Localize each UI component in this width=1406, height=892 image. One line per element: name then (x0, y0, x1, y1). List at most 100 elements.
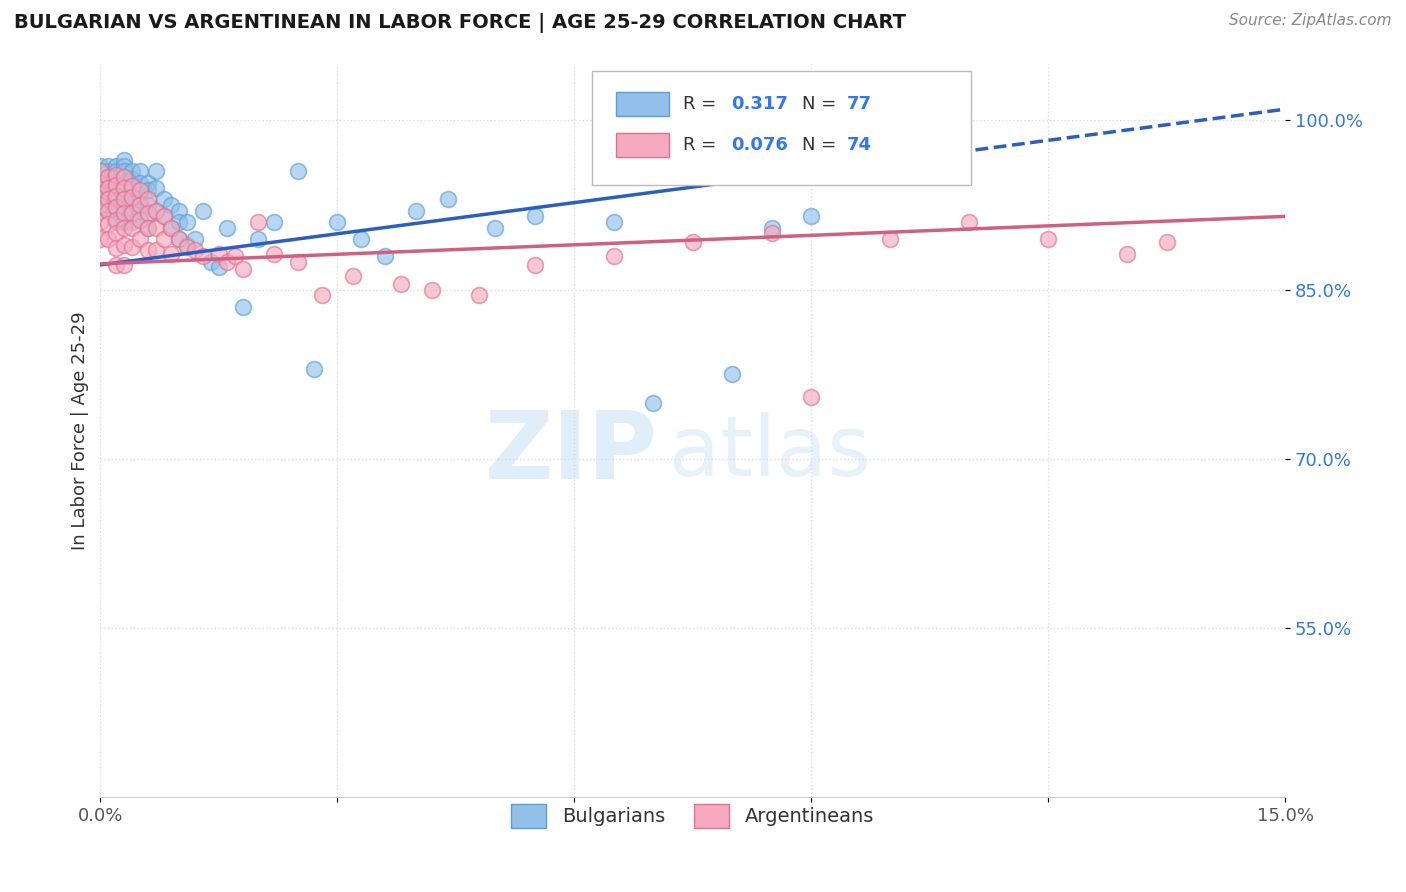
Point (879, 232, 901, 246)
Y-axis label: In Labor Force | Age 25-29: In Labor Force | Age 25-29 (72, 311, 89, 550)
Point (169, 203, 191, 218)
Point (105, 258, 128, 272)
Point (121, 190, 143, 204)
Bar (616, 133, 669, 157)
Point (112, 220, 135, 235)
Point (89, 169, 111, 184)
Point (169, 232, 191, 246)
Point (97, 198, 120, 212)
Point (128, 198, 150, 212)
Point (112, 169, 135, 184)
Point (128, 212, 150, 227)
Point (374, 249, 396, 263)
Point (89, 203, 111, 218)
Point (121, 190, 143, 204)
Point (145, 203, 167, 218)
Point (160, 220, 183, 235)
Point (405, 203, 427, 218)
FancyBboxPatch shape (592, 71, 972, 185)
Point (136, 206, 159, 220)
Point (136, 193, 159, 207)
Point (184, 232, 207, 246)
Point (152, 193, 174, 207)
Point (169, 215, 191, 229)
Point (105, 227, 128, 241)
Point (97, 164, 120, 178)
Point (121, 202, 143, 216)
Point (121, 206, 143, 220)
Point (128, 183, 150, 197)
Point (112, 164, 135, 178)
Point (224, 249, 246, 263)
Point (184, 244, 207, 258)
Point (128, 186, 150, 201)
Point (97, 203, 120, 218)
Text: atlas: atlas (669, 412, 870, 493)
Point (169, 232, 191, 246)
Text: 0.076: 0.076 (731, 136, 787, 153)
Point (761, 220, 783, 235)
Point (97, 217, 120, 231)
Point (437, 193, 460, 207)
Point (121, 164, 143, 178)
Point (603, 215, 626, 229)
Point (191, 203, 214, 218)
Point (112, 181, 135, 195)
Point (682, 235, 704, 250)
Legend: Bulgarians, Argentineans: Bulgarians, Argentineans (503, 797, 882, 836)
Point (523, 258, 546, 272)
Point (97, 193, 120, 207)
Point (128, 232, 150, 246)
Point (326, 215, 349, 229)
Point (603, 249, 626, 263)
Point (128, 203, 150, 218)
Point (97, 186, 120, 201)
Point (105, 168, 128, 182)
Point (721, 368, 744, 382)
Point (287, 254, 309, 268)
Point (136, 198, 159, 212)
Point (800, 390, 823, 404)
Point (97, 181, 120, 195)
Point (152, 232, 174, 246)
Point (105, 159, 128, 173)
Point (1116, 246, 1139, 260)
Point (136, 220, 159, 235)
Point (105, 212, 128, 227)
Point (97, 232, 120, 246)
Point (160, 246, 183, 260)
Point (112, 176, 135, 190)
Text: N =: N = (801, 95, 842, 113)
Point (121, 220, 143, 235)
Point (121, 215, 143, 229)
Point (112, 198, 135, 212)
Text: N =: N = (801, 136, 842, 153)
Point (121, 178, 143, 193)
Point (484, 220, 506, 235)
Point (105, 189, 128, 203)
Point (89, 186, 111, 201)
Point (136, 183, 159, 197)
Point (215, 254, 238, 268)
Point (957, 215, 980, 229)
Point (105, 186, 128, 201)
Point (342, 269, 364, 284)
Point (89, 164, 111, 178)
Point (89, 176, 111, 190)
Point (112, 159, 135, 173)
Point (105, 164, 128, 178)
Point (1156, 235, 1178, 250)
Point (176, 215, 198, 229)
Point (89, 186, 111, 201)
Point (136, 210, 159, 224)
Point (97, 159, 120, 173)
Text: 0.317: 0.317 (731, 95, 787, 113)
Point (200, 254, 222, 268)
Point (643, 395, 665, 409)
Point (191, 249, 214, 263)
Point (112, 193, 135, 207)
Point (287, 164, 309, 178)
Point (152, 210, 174, 224)
Point (350, 232, 373, 246)
Point (105, 178, 128, 192)
